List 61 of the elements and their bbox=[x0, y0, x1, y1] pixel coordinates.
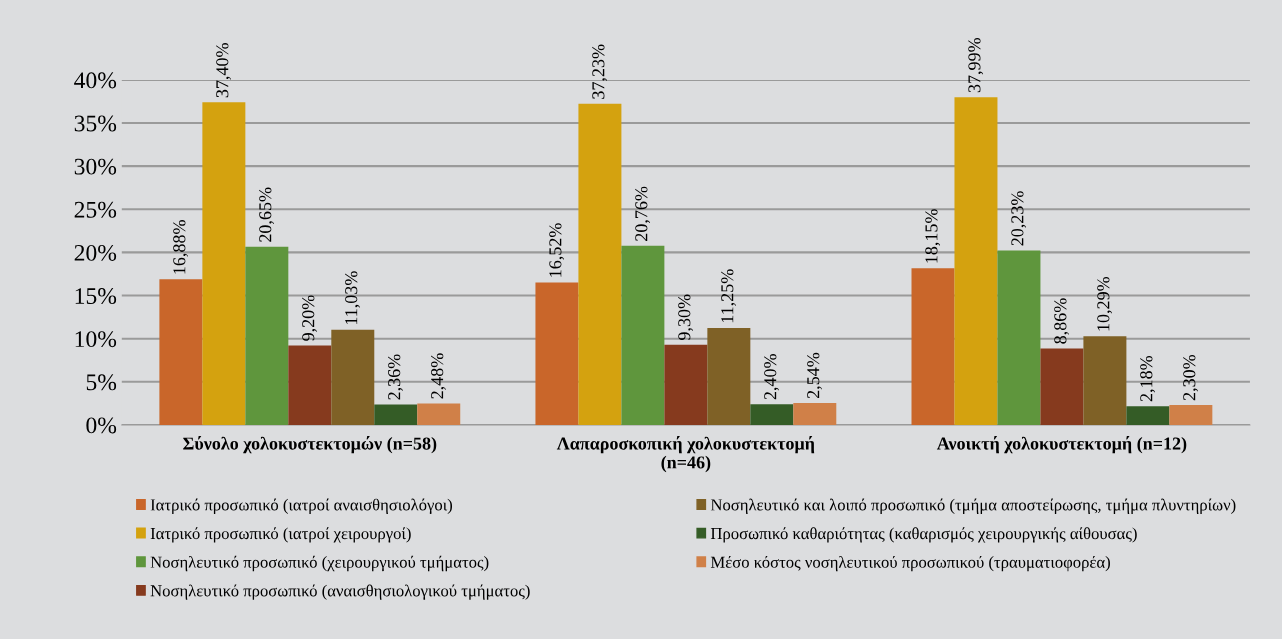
data-label: 8,86% bbox=[1054, 298, 1070, 344]
data-label: 16,88% bbox=[173, 220, 188, 274]
bar bbox=[911, 268, 955, 425]
bar bbox=[1126, 406, 1170, 425]
bar bbox=[997, 250, 1041, 425]
data-label: 2,18% bbox=[1140, 355, 1155, 402]
bar bbox=[793, 403, 837, 425]
bar bbox=[202, 102, 246, 425]
data-label: 2,54% bbox=[807, 352, 822, 399]
legend-label: Νοσηλευτικό και λοιπό προσωπικό (τμήμα αποστείρωσης, τμήμα πλυντηρίων) bbox=[710, 498, 1236, 514]
bar bbox=[664, 344, 708, 425]
data-label: 20,23% bbox=[1011, 191, 1027, 246]
x-tick-label: Σύνολο χολοκυστεκτομών (n=58) bbox=[183, 436, 437, 454]
data-label: 37,23% bbox=[592, 44, 608, 99]
bar bbox=[578, 103, 622, 425]
y-tick-label: 35% bbox=[74, 115, 117, 132]
y-tick-label: 30% bbox=[74, 158, 117, 175]
y-tick-label: 15% bbox=[75, 288, 117, 305]
data-label: 20,65% bbox=[259, 187, 274, 242]
y-tick-label: 0% bbox=[86, 417, 117, 434]
legend-label: Νοσηλευτικό προσωπικό (αναισθησιολογικού τμήματος) bbox=[150, 584, 530, 600]
data-label: 10,29% bbox=[1097, 276, 1113, 331]
y-tick-label: 25% bbox=[74, 201, 117, 218]
bar bbox=[374, 404, 418, 425]
y-tick-label: 10% bbox=[75, 331, 117, 348]
bar bbox=[245, 246, 289, 425]
bar bbox=[621, 245, 665, 425]
y-tick-label: 20% bbox=[74, 244, 117, 261]
legend-label: Μέσο κόστος νοσηλευτικού προσωπικού (τραυματιοφορέα) bbox=[710, 555, 1110, 572]
bar bbox=[1169, 405, 1213, 425]
data-label: 11,03% bbox=[345, 271, 360, 325]
data-label: 2,48% bbox=[431, 353, 446, 399]
bar bbox=[159, 279, 203, 425]
data-label: 2,40% bbox=[764, 354, 779, 400]
y-tick-label: 5% bbox=[86, 374, 117, 391]
bar bbox=[331, 329, 375, 425]
legend-label: Ιατρικό προσωπικό (ιατροί αναισθησιολόγοι) bbox=[150, 498, 453, 514]
bar bbox=[954, 97, 998, 425]
data-label: 18,15% bbox=[925, 209, 941, 263]
data-label: 37,99% bbox=[968, 38, 984, 93]
data-label: 20,76% bbox=[635, 186, 651, 241]
data-label: 37,40% bbox=[216, 43, 231, 98]
bar bbox=[1040, 348, 1084, 425]
bar bbox=[1083, 336, 1127, 425]
bar bbox=[417, 403, 461, 425]
x-tick-label: Λαπαροσκοπική χολοκυστεκτομή (n=46) bbox=[556, 436, 815, 473]
legend-label: Προσωπικό καθαριότητας (καθαρισμός χειρουργικής αίθουσας) bbox=[710, 527, 1137, 543]
data-label: 9,20% bbox=[302, 295, 317, 341]
y-tick-label: 40% bbox=[74, 72, 117, 89]
data-label: 9,30% bbox=[678, 294, 693, 340]
x-tick-label: Ανοικτή χολοκυστεκτομή (n=12) bbox=[936, 436, 1187, 454]
bar bbox=[288, 345, 332, 425]
bar bbox=[750, 404, 794, 425]
data-label: 2,30% bbox=[1183, 354, 1198, 401]
legend-label: Ιατρικό προσωπικό (ιατροί χειρουργοί) bbox=[150, 527, 411, 543]
bar bbox=[707, 327, 751, 425]
data-label: 11,25% bbox=[721, 269, 736, 323]
legend-label: Νοσηλευτικό προσωπικό (χειρουργικού τμήματος) bbox=[150, 555, 489, 572]
data-label: 16,52% bbox=[549, 223, 565, 277]
bar bbox=[535, 282, 579, 425]
data-label: 2,36% bbox=[388, 354, 403, 400]
